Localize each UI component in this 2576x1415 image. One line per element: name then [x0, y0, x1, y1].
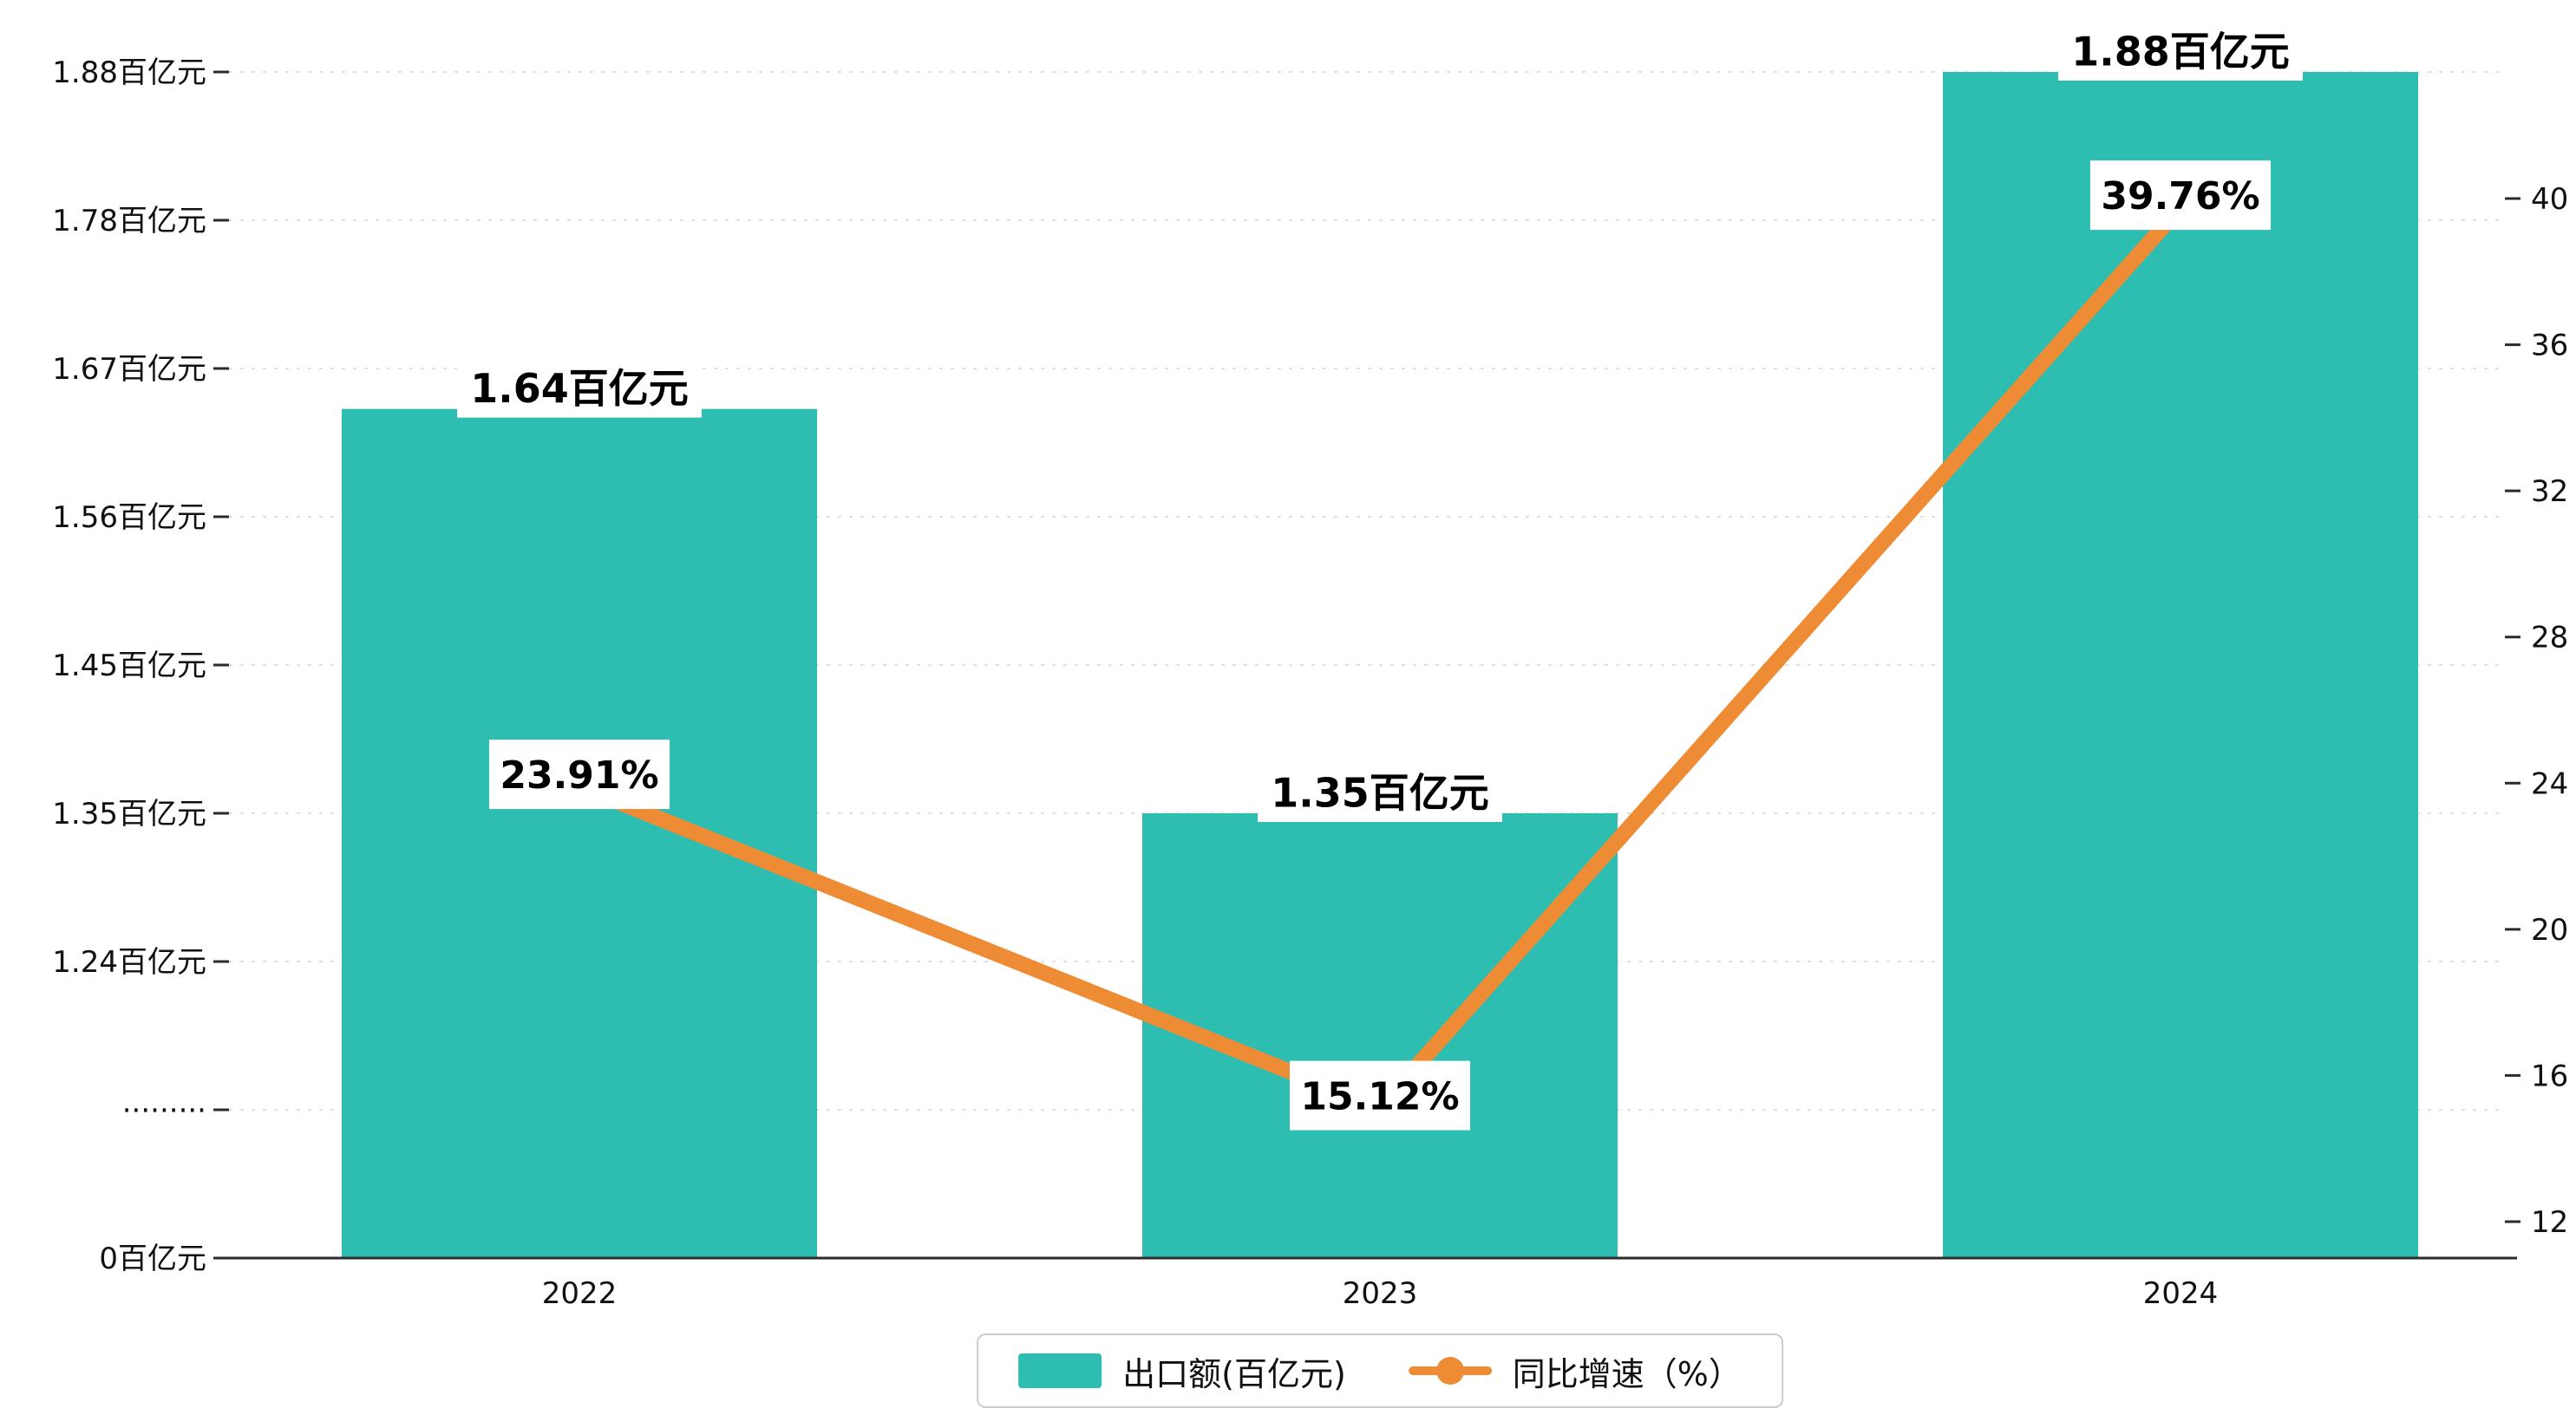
- bar-2022[interactable]: [342, 408, 817, 1258]
- right-tick-label: 40: [2531, 182, 2568, 217]
- line-marker-dot-icon: [1435, 1357, 1464, 1385]
- x-tick-label-2022: 2022: [542, 1276, 618, 1311]
- left-tick-label: 1.88百亿元: [52, 55, 206, 90]
- left-tick-label: 1.45百亿元: [52, 649, 206, 683]
- line-value-label-2024-bg: [2089, 160, 2272, 231]
- right-tick-label: 36: [2531, 329, 2568, 363]
- bar-value-label-2022-bg: [457, 358, 702, 418]
- right-tick-label: 24: [2531, 766, 2568, 801]
- line-value-label-2023-bg: [1289, 1060, 1471, 1131]
- line-value-label-2024: 39.76%: [2101, 174, 2259, 218]
- legend-item-growth-rate[interactable]: 同比增速（%）: [1408, 1347, 1742, 1395]
- line-value-label-2023: 15.12%: [1300, 1074, 1459, 1118]
- left-tick-label: 0百亿元: [99, 1242, 206, 1276]
- left-tick-label: 1.35百亿元: [52, 797, 206, 831]
- bar-value-label-2024: 1.88百亿元: [2071, 29, 2290, 75]
- right-tick-label: 16: [2531, 1059, 2568, 1093]
- bar-series-swatch: [1018, 1353, 1102, 1388]
- legend-label-export-amount: 出口额(百亿元): [1122, 1354, 1346, 1393]
- left-tick-label: ·········: [122, 1093, 206, 1128]
- left-tick-label: 1.56百亿元: [52, 500, 206, 535]
- legend-label-growth-rate: 同比增速（%）: [1512, 1354, 1742, 1393]
- bar-2023[interactable]: [1142, 813, 1618, 1258]
- left-tick-label: 1.78百亿元: [52, 204, 206, 238]
- bar-value-label-2022: 1.64百亿元: [470, 365, 689, 412]
- right-tick-label: 20: [2531, 913, 2568, 948]
- bar-value-label-2023-bg: [1258, 763, 1502, 822]
- bar-value-label-2023: 1.35百亿元: [1271, 770, 1489, 817]
- x-tick-label-2024: 2024: [2143, 1276, 2219, 1311]
- bar-value-label-2024-bg: [2058, 22, 2303, 81]
- bar-2024[interactable]: [1943, 72, 2418, 1258]
- right-tick-label: 32: [2531, 474, 2568, 509]
- line-series-swatch: [1408, 1357, 1492, 1385]
- line-value-label-2022-bg: [488, 740, 670, 810]
- right-tick-label: 12: [2531, 1205, 2568, 1240]
- x-tick-label-2023: 2023: [1343, 1276, 1418, 1311]
- line-value-label-2022: 23.91%: [500, 753, 658, 798]
- left-tick-label: 1.24百亿元: [52, 945, 206, 980]
- left-tick-label: 1.67百亿元: [52, 352, 206, 387]
- legend: 出口额(百亿元) 同比增速（%）: [977, 1333, 1783, 1408]
- legend-item-export-amount[interactable]: 出口额(百亿元): [1018, 1347, 1346, 1395]
- right-tick-label: 28: [2531, 621, 2568, 655]
